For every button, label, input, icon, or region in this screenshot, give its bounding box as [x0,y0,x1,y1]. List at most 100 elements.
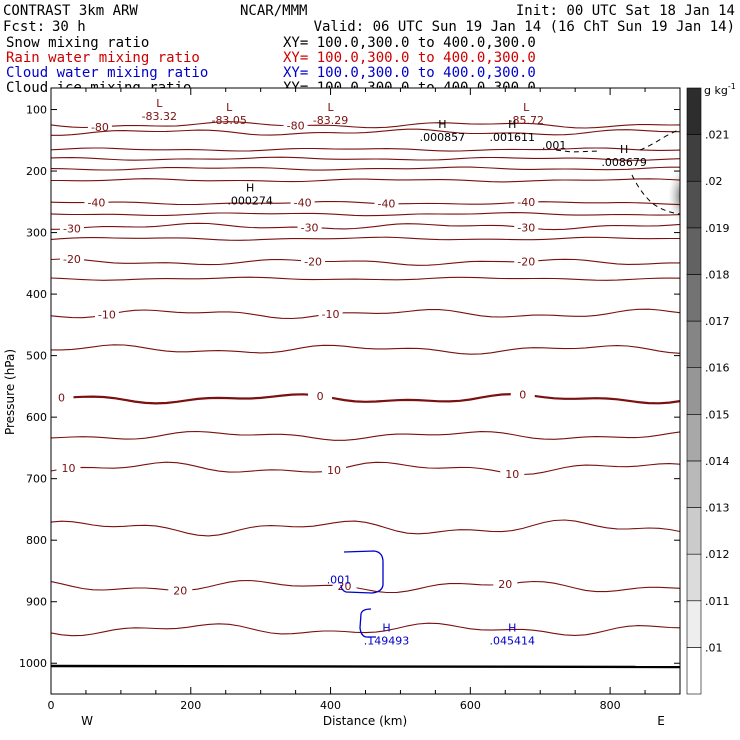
y-tick-label: 100 [26,104,47,117]
cloud-water-contour [359,608,376,638]
colorbar-swatch [686,647,702,695]
extrema-labels: L-83.32L-83.05L-83.29L-85.72H.000857H.00… [142,97,647,647]
isotherm-label: -80 [91,121,109,134]
isotherm-label: -10 [322,308,340,321]
y-tick-label: 300 [26,227,47,240]
east-label: E [657,714,665,728]
colorbar-swatch [686,600,702,648]
isotherm-label-bg [514,221,539,234]
y-tick-label: 1000 [19,657,47,670]
isotherm [51,178,680,183]
temperature-contours: -80 -80 -40 -40 -40 -40 -30 -30 -30 -20 -20 -20 -10 -… [51,119,680,637]
isotherm-label-bg [493,578,518,591]
y-tick-label: 800 [26,534,47,547]
extremum-marker: L [156,97,163,110]
isotherm-label-bg [59,222,84,235]
isotherm-label-bg [301,255,326,268]
header: CONTRAST 3km ARW Fcst: 30 h NCAR/MMM Ini… [3,3,735,96]
extremum-marker: H [508,118,516,131]
contour-value-label: .001 [327,574,352,587]
isotherm-label-bg [94,308,119,321]
y-tick-label: 900 [26,596,47,609]
extremum-value: .000857 [420,131,466,144]
isotherm [51,308,680,320]
colorbar-label: .017 [705,315,730,328]
extremum-value: -83.32 [142,110,177,123]
forecast-label: Fcst: [3,19,45,35]
extremum-value: -83.29 [313,114,348,127]
cloud-ice-shading [668,168,680,224]
y-tick-label: 600 [26,411,47,424]
extremum-marker: H [382,621,390,634]
isotherm [51,236,680,241]
isotherm-label: 10 [61,462,75,475]
isotherm [51,147,680,152]
y-tick-label: 200 [26,165,47,178]
isotherm-label-bg [297,221,322,234]
colorbar-label: .02 [705,175,723,188]
isotherm-label: -40 [294,196,312,209]
colorbar-label: .019 [705,222,730,235]
isotherm-label: 20 [498,578,512,591]
isotherm-label: -20 [517,255,535,268]
isotherm-label-bg [59,253,84,266]
cloud-water-contour [340,550,384,594]
x-tick-label: 200 [180,699,201,712]
isotherm-label: 10 [327,464,341,477]
isotherm-label-bg [168,584,193,597]
y-tick-label: 700 [26,473,47,486]
isotherm-label-bg [51,391,74,404]
x-tick-label: 800 [600,699,621,712]
valid-time: Valid: 06 UTC Sun 19 Jan 14 (16 ChT Sun … [314,19,735,35]
plot-area: -80 -80 -40 -40 -40 -40 -30 -30 -30 -20 -20 -20 -10 -… [3,87,681,728]
y-tick-label: 500 [26,350,47,363]
isotherm-label: 0 [519,389,526,402]
colorbar-swatch [686,414,702,462]
isotherm [51,156,680,161]
field-list: Snow mixing ratio XY= 100.0,300.0 to 400.… [6,35,536,96]
colorbar-label: .015 [705,408,730,421]
isotherm-label-bg [374,197,399,210]
isotherm-label: -80 [287,120,305,133]
extremum-marker: L [327,101,334,114]
isotherm-label: -40 [517,196,535,209]
isotherm-label: -20 [63,253,81,266]
isotherm [51,212,680,217]
extremum-value: .008679 [601,156,647,169]
forecast-hour: 30 h [52,19,86,35]
isotherm-label: -20 [304,255,322,268]
colorbar-swatch [686,553,702,602]
isotherm-label-bg [56,462,81,475]
colorbar-swatch [686,180,702,229]
center-name: NCAR/MMM [240,3,307,19]
isotherm [51,344,680,355]
isotherm-label: 20 [173,584,187,597]
isotherm-label-bg [514,195,539,208]
isotherm-label: 0 [58,392,65,405]
field-coords: XY= 100.0,300.0 to 400.0,300.0 [283,35,536,51]
isotherm-label: 20 [338,580,352,593]
isotherm [51,166,680,171]
colorbar-swatch [686,320,702,368]
extremum-value: .000274 [227,195,273,208]
colorbar-swatch [686,507,702,555]
isotherm [51,392,680,405]
extremum-marker: L [523,101,530,114]
colorbar-label: .016 [705,362,730,375]
extremum-marker: H [438,118,446,131]
isotherm-label-bg [290,196,315,209]
colorbar-label: .021 [705,129,730,142]
isotherm-label-bg [283,119,308,132]
colorbar-unit: g kg-1 [704,82,736,97]
extremum-value: -83.05 [211,114,246,127]
extremum-marker: H [508,621,516,634]
west-label: W [81,714,93,728]
colorbar-label: .011 [705,595,730,608]
extremum-value: .045414 [490,634,536,647]
x-axis: 0 200 400 600 800 [48,88,681,712]
isotherm-label: -30 [63,223,81,236]
extremum-value: .001611 [490,131,536,144]
colorbar-swatch [686,227,702,275]
field-name: Rain water mixing ratio [6,50,200,66]
